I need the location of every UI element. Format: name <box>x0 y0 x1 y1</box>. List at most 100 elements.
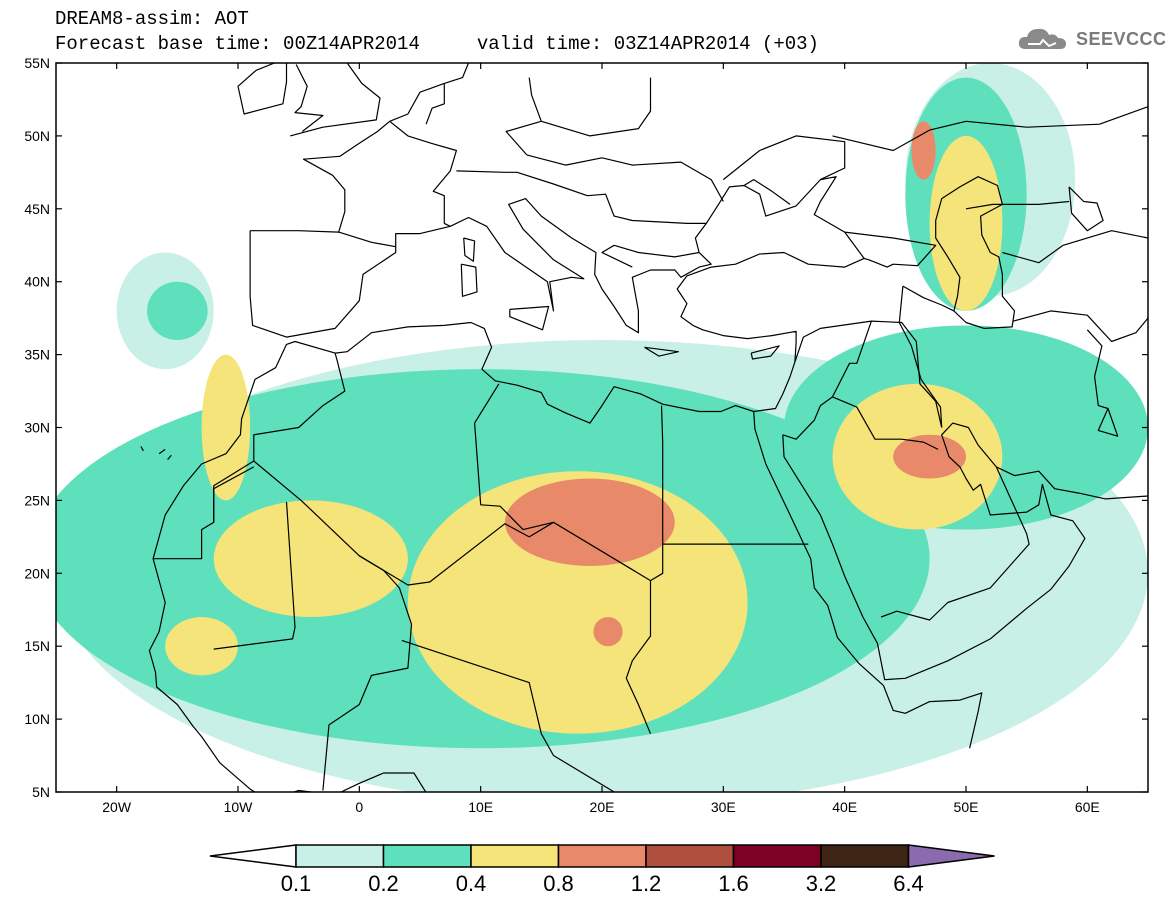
boundary-line <box>794 320 872 363</box>
boundary-line <box>650 405 664 582</box>
legend-triangle-high <box>907 844 995 868</box>
legend-label: 3.2 <box>806 871 837 896</box>
boundary-line <box>474 423 554 531</box>
boundary-line <box>601 244 700 268</box>
boundary-line <box>1086 329 1119 437</box>
boundary-line <box>509 305 550 331</box>
boundary-line <box>743 179 791 205</box>
boundary-line <box>965 200 1070 210</box>
boundary-line <box>474 383 500 424</box>
legend-swatch <box>820 844 910 868</box>
boundary-line <box>1013 310 1148 343</box>
legend-label: 0.1 <box>281 871 312 896</box>
boundary-line <box>389 120 457 227</box>
logo-text: SEEVCCC <box>1076 28 1165 49</box>
boundary-line <box>463 237 476 262</box>
dust-region-level-3 <box>165 617 239 676</box>
boundary-line <box>722 135 846 181</box>
dust-region-level-3 <box>213 500 408 618</box>
dust-region-level-4 <box>593 617 623 647</box>
legend-triangle-low <box>209 844 297 868</box>
lat-tick-label: 35N <box>24 347 50 363</box>
boundary-line <box>832 106 1148 152</box>
lat-tick-label: 20N <box>24 565 50 581</box>
lon-tick-label: 0 <box>355 799 363 815</box>
boundary-line <box>644 346 680 357</box>
boundary-line <box>902 285 955 312</box>
boundary-line <box>541 77 652 137</box>
legend-label: 0.2 <box>368 871 399 896</box>
lat-tick-label: 50N <box>24 128 50 144</box>
boundary-line <box>140 446 144 452</box>
coastlines <box>140 63 1148 792</box>
lon-tick-label: 10E <box>468 799 493 815</box>
dust-aot-field <box>56 63 1148 792</box>
boundary-line <box>401 639 616 792</box>
boundary-line <box>213 501 296 650</box>
boundary-line <box>753 411 983 749</box>
legend-label: 1.6 <box>718 871 749 896</box>
boundary-line <box>935 176 1016 329</box>
lat-tick-label: 30N <box>24 420 50 436</box>
lat-tick-label: 40N <box>24 274 50 290</box>
dust-region-level-4 <box>893 434 966 479</box>
boundary-line <box>425 83 445 125</box>
boundary-line <box>844 231 937 268</box>
boundary-line <box>250 63 470 233</box>
axis-ticks: 55N 50N 45N 40N 35N 30N 25N 20N 15N 10N 5N 20W 10W 0 1… <box>24 55 1148 815</box>
boundary-line <box>831 320 943 428</box>
lon-tick-label: 20E <box>590 799 615 815</box>
boundary-line <box>253 460 413 791</box>
lon-tick-label: 20W <box>102 799 132 815</box>
boundary-line <box>237 63 288 115</box>
lat-tick-label: 25N <box>24 492 50 508</box>
boundary-line <box>460 263 478 297</box>
boundary-line <box>782 422 1148 681</box>
legend-swatch <box>382 844 472 868</box>
legend-swatch <box>645 844 735 868</box>
boundary-line <box>1002 230 1148 264</box>
boundary-line <box>898 286 943 428</box>
legend-swatch <box>732 844 822 868</box>
legend-label: 0.8 <box>543 871 574 896</box>
boundary-line <box>456 170 707 224</box>
boundary-line <box>213 466 255 523</box>
lat-tick-label: 45N <box>24 201 50 217</box>
boundary-line <box>782 396 939 450</box>
forecast-time-subtitle: Forecast base time: 00Z14APR2014 valid t… <box>55 33 819 55</box>
legend-label: 1.2 <box>631 871 662 896</box>
dust-region-level-4 <box>911 121 936 180</box>
boundary-line <box>153 352 346 560</box>
lon-tick-label: 60E <box>1075 799 1100 815</box>
lon-tick-label: 40E <box>832 799 857 815</box>
boundary-line <box>880 466 1030 621</box>
map-title: DREAM8-assim: AOT <box>55 8 249 30</box>
boundary-line <box>167 454 172 460</box>
lon-tick-label: 30E <box>711 799 736 815</box>
lon-tick-label: 10W <box>224 799 254 815</box>
seevccc-logo: SEEVCCC <box>1018 24 1165 54</box>
legend-swatch <box>470 844 560 868</box>
boundary-line <box>750 345 780 360</box>
boundary-line <box>1068 186 1104 232</box>
boundary-line <box>290 63 381 137</box>
boundary-line <box>294 64 324 132</box>
lat-tick-label: 15N <box>24 638 50 654</box>
dust-region-level-3 <box>201 354 251 501</box>
lat-tick-label: 5N <box>32 784 50 800</box>
boundary-line <box>526 154 724 202</box>
lon-tick-label: 50E <box>954 799 979 815</box>
legend-label: 6.4 <box>893 871 924 896</box>
lat-tick-label: 55N <box>24 55 50 71</box>
boundary-line <box>148 176 865 792</box>
legend-swatch <box>557 844 647 868</box>
boundary-line <box>505 77 542 156</box>
boundary-line <box>338 231 396 248</box>
legend-swatch <box>295 844 385 868</box>
dust-region-level-2 <box>147 281 208 341</box>
legend-label: 0.4 <box>456 871 487 896</box>
boundary-line <box>158 448 166 455</box>
boundary-line <box>358 521 652 734</box>
